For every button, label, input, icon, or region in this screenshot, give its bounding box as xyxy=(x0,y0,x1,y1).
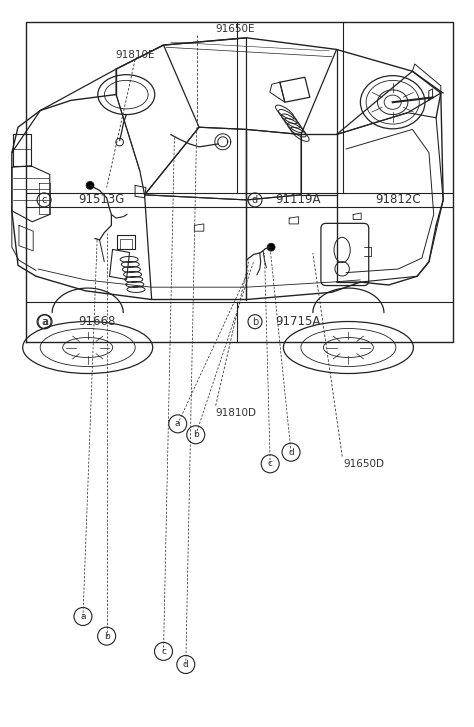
Text: d: d xyxy=(183,660,189,669)
Circle shape xyxy=(267,243,275,252)
Text: 91650E: 91650E xyxy=(215,24,255,34)
Text: 91668: 91668 xyxy=(78,316,116,328)
Text: a: a xyxy=(175,419,181,428)
Text: b: b xyxy=(193,430,199,439)
Text: 91513G: 91513G xyxy=(78,193,125,206)
Text: c: c xyxy=(161,647,166,656)
Text: 91812C: 91812C xyxy=(375,193,420,206)
Text: b: b xyxy=(252,317,258,326)
Text: d: d xyxy=(252,195,258,205)
Text: 91715A: 91715A xyxy=(275,316,320,328)
Text: a: a xyxy=(41,317,47,326)
Text: d: d xyxy=(288,448,294,457)
Text: 91810D: 91810D xyxy=(216,408,256,418)
Text: c: c xyxy=(268,459,273,468)
Text: a: a xyxy=(80,612,86,621)
Circle shape xyxy=(86,181,94,190)
Text: 91119A: 91119A xyxy=(275,193,320,206)
Text: b: b xyxy=(104,632,109,640)
Text: 91810E: 91810E xyxy=(115,49,155,60)
Text: c: c xyxy=(41,195,47,205)
Text: a: a xyxy=(42,317,48,326)
Text: 91650D: 91650D xyxy=(344,459,384,469)
